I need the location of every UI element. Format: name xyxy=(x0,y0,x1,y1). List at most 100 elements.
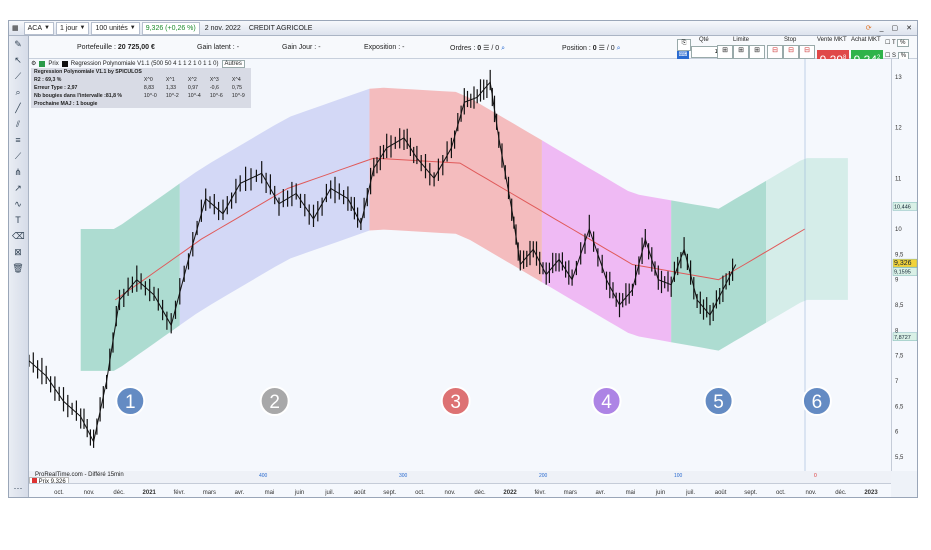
time-axis-svg: oct. nov. déc. 2021 févr. mars avr. mai juin juil… xyxy=(54,490,878,496)
stats-header-cell: X^0 xyxy=(143,77,153,83)
price-tag-label: 9,326 xyxy=(894,260,912,267)
t-label: T xyxy=(891,40,896,46)
price-tick-label: 10 xyxy=(895,227,902,233)
symbol-selector[interactable]: ACA ▼ xyxy=(23,21,54,35)
refresh-icon[interactable]: ⟳ xyxy=(865,25,872,32)
zone-band-6 xyxy=(766,158,848,323)
position-info[interactable]: Position : 0 ☰ / 0 ⌕ xyxy=(562,44,621,53)
time-tick-label: avr. xyxy=(235,490,245,496)
restore-icon[interactable]: ▢ xyxy=(891,25,899,32)
timeframe-selector[interactable]: 1 jour ▼ xyxy=(55,21,90,35)
ruler-icon[interactable]: ⟋ xyxy=(14,71,22,81)
arrow-icon[interactable]: ↗ xyxy=(14,183,22,193)
qty-input[interactable] xyxy=(691,46,721,58)
price-tag-box xyxy=(892,202,917,211)
daily-gain-info: Gain Jour : - xyxy=(282,44,321,51)
close-icon[interactable]: ✕ xyxy=(906,25,912,32)
time-axis[interactable]: oct. nov. déc. 2021 févr. mars avr. mai juin juil… xyxy=(29,483,891,497)
cursor-icon[interactable]: ↖ xyxy=(14,55,22,65)
trash-icon[interactable]: 🗑 xyxy=(12,263,24,273)
zone-label-circle xyxy=(115,386,146,416)
qty-label: Qté xyxy=(699,37,709,43)
price-change: 9,326 (+0,26 %) xyxy=(141,21,200,35)
more-icon[interactable]: ⋯ xyxy=(13,483,23,493)
data-source: ProRealTime.com - Différé 15min xyxy=(35,472,124,478)
sell-label: Vente MKT xyxy=(817,37,847,43)
stats-header-cell: X^2 xyxy=(187,77,197,83)
time-tick-label: oct. xyxy=(54,490,64,496)
price-tab-label: Prix 9,326 xyxy=(38,479,66,485)
zoom-icon[interactable]: ⌕ xyxy=(15,87,21,97)
exposure-info: Exposition : - xyxy=(364,44,404,51)
keyboard-icon[interactable]: ⌨ xyxy=(677,51,689,60)
table-row: Prochaine MAJ : 1 bougie xyxy=(31,100,251,108)
stop-loss-toggle[interactable]: ☐ S % xyxy=(885,52,910,60)
stats-header-cell: X^4 xyxy=(231,77,241,83)
time-tick-label: févr. xyxy=(174,490,186,496)
limit-mid-button[interactable]: ⊞ xyxy=(733,45,749,59)
zone-label-text: 5 xyxy=(713,392,724,413)
time-tick-label: juin xyxy=(294,490,304,496)
minimize-icon[interactable]: _ xyxy=(879,24,884,32)
others-button[interactable]: Autres xyxy=(221,59,245,68)
wave-icon[interactable]: ∿ xyxy=(14,199,22,209)
price-chart[interactable]: 1 2 3 4 5 6 xyxy=(28,59,891,471)
channel-icon[interactable]: ⫽ xyxy=(15,119,20,129)
stop-buy-button[interactable]: ⊟ xyxy=(767,45,783,59)
text-icon[interactable]: T xyxy=(15,215,21,225)
table-row: Erreur Type : 2,97 8,83 1,33 0,97 -0,6 0… xyxy=(31,84,251,92)
stats-cell: 10^-4 xyxy=(187,93,201,99)
chart-area[interactable]: 1 2 3 4 5 6 xyxy=(28,59,891,471)
daily-label: Gain Jour : xyxy=(282,44,317,51)
order-ticket-icon[interactable]: ⎘ xyxy=(677,39,691,51)
time-tick-label: sept. xyxy=(744,490,757,496)
time-tick-label: nov. xyxy=(805,490,816,496)
top-toolbar: ▦ ACA ▼ 1 jour ▼ 100 unités ▼ 9,326 (+0,26 … xyxy=(9,21,917,36)
pencil-icon[interactable]: ✎ xyxy=(14,39,22,49)
search-icon: ⌕ xyxy=(616,45,621,52)
stats-row-label: Prochaine MAJ : 1 bougie xyxy=(34,101,98,107)
chevron-down-icon: ▼ xyxy=(79,25,86,31)
timeframe-label: 1 jour xyxy=(59,24,78,32)
limit-sell-button[interactable]: ⊞ xyxy=(749,45,765,59)
table-row: Nb bougies dans l'intervalle :81,8 % 10^… xyxy=(31,92,251,100)
line-icon[interactable]: ╱ xyxy=(15,103,21,113)
time-tick-label: févr. xyxy=(535,490,547,496)
orders-label: Ordres : xyxy=(450,45,476,52)
price-tag-label: 10,446 xyxy=(894,204,911,210)
stop-mid-button[interactable]: ⊟ xyxy=(783,45,799,59)
date-label: 2 nov. 2022 xyxy=(204,24,241,32)
fib-icon[interactable]: ≡ xyxy=(15,135,21,145)
time-tick-label: juin xyxy=(655,490,665,496)
stop-sell-button[interactable]: ⊟ xyxy=(799,45,815,59)
lock-icon[interactable]: ⊠ xyxy=(14,247,22,257)
price-axis[interactable]: 13 12 11 10 9,5 9 8,5 8 7,5 7 6,5 6 5,5 9,326 10,446 9,… xyxy=(891,59,917,471)
trend-icon[interactable]: ⟋ xyxy=(14,151,22,161)
zone-band-3 xyxy=(369,87,542,283)
eraser-icon[interactable]: ⌫ xyxy=(12,231,25,241)
zone-label-circle xyxy=(259,386,290,416)
table-row: R2 : 69,3 % X^0 X^1 X^2 X^3 X^4 xyxy=(31,76,251,84)
search-icon: ⌕ xyxy=(501,45,506,52)
portfolio-label: Portefeuille : xyxy=(77,44,116,51)
indicator-title[interactable]: Regression Polynomiale V1.1 (500 50 4 1 … xyxy=(70,60,219,67)
time-tick-label: déc. xyxy=(835,490,847,496)
price-tick-label: 5,5 xyxy=(895,455,904,461)
time-tick-label: 2021 xyxy=(143,490,157,496)
s-pct: % xyxy=(897,52,910,60)
stats-cell: 1,33 xyxy=(165,85,177,91)
limit-buy-button[interactable]: ⊞ xyxy=(717,45,733,59)
menu-icon[interactable]: ▦ xyxy=(12,25,19,32)
price-tick-label: 8 xyxy=(895,328,899,334)
units-selector[interactable]: 100 unités ▼ xyxy=(91,21,140,35)
zone-label-text: 3 xyxy=(450,392,461,413)
orders-info[interactable]: Ordres : 0 ☰ / 0 ⌕ xyxy=(450,44,505,53)
price-tick-label: 7,5 xyxy=(895,354,904,360)
take-profit-toggle[interactable]: ☐ T % xyxy=(885,39,909,47)
price-tag-box xyxy=(892,267,917,276)
pitchfork-icon[interactable]: ⋔ xyxy=(14,167,22,177)
zone-label-text: 6 xyxy=(812,392,823,413)
vol-mark: 400 xyxy=(259,473,268,479)
regression-line xyxy=(114,157,806,301)
settings-icon[interactable]: ⚙ xyxy=(31,61,37,67)
